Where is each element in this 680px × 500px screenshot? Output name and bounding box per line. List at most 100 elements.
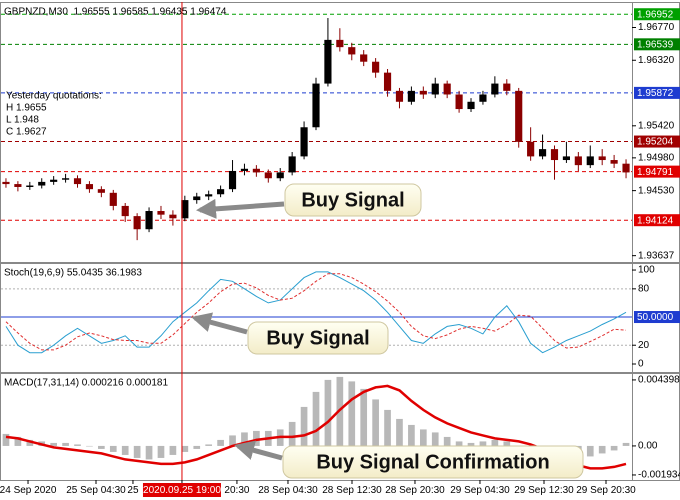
y-tick-label: 100: [638, 265, 655, 276]
candle-body: [85, 184, 94, 190]
candle-body: [133, 216, 141, 230]
x-tick-label: 24 Sep 2020: [0, 485, 57, 496]
callout-box: [247, 321, 389, 355]
candle-body: [157, 211, 165, 215]
candle-body: [109, 192, 117, 206]
candle-body: [372, 61, 380, 73]
histogram-bar: [193, 445, 201, 449]
y-tick-label: 0.00: [638, 441, 658, 452]
histogram-bar: [598, 445, 606, 454]
callout-box: [284, 183, 422, 217]
candle-body: [431, 83, 439, 95]
histogram-bar: [241, 432, 248, 446]
y-tick-label: -0.001934: [638, 470, 680, 481]
x-tick-label: 28 Sep 20:30: [385, 485, 445, 496]
histogram-bar: [133, 445, 141, 458]
candle-body: [360, 54, 368, 62]
candle-body: [562, 156, 570, 161]
level-box: [634, 165, 680, 178]
level-label: 1.96952: [637, 9, 674, 20]
candle-body: [26, 185, 34, 187]
callout-stoch: Buy Signal: [191, 312, 389, 355]
histogram-bar: [384, 409, 391, 446]
histogram-bar: [443, 436, 451, 446]
callout-main: Buy Signal: [196, 183, 422, 219]
candle-body: [443, 83, 451, 95]
candle-body: [503, 83, 511, 91]
arrow: [196, 198, 285, 219]
histogram-bar: [205, 444, 213, 446]
histogram-bar: [14, 436, 22, 446]
level-box: [634, 86, 680, 99]
indicator-line: [5, 384, 627, 470]
histogram-bar: [229, 435, 236, 446]
axis-panel: [632, 373, 680, 481]
histogram-bar: [169, 445, 177, 455]
candle-body: [419, 90, 427, 95]
candle-body: [324, 39, 332, 84]
candle-body: [38, 181, 46, 186]
callout-box: [282, 445, 584, 479]
histogram-bar: [491, 439, 499, 446]
candle-body: [622, 163, 630, 173]
arrow: [234, 440, 283, 461]
candle-body: [479, 94, 487, 102]
candle-body: [276, 172, 284, 179]
level-box: [634, 8, 680, 21]
candle-body: [62, 178, 70, 180]
histogram-bar: [253, 430, 260, 446]
y-tick-label: 1.96320: [638, 55, 675, 66]
y-tick-label: 1.94980: [638, 152, 675, 163]
candle-body: [348, 47, 356, 55]
candle-body: [97, 189, 105, 193]
y-tick-label: 20: [638, 340, 650, 351]
candle-body: [336, 39, 344, 48]
candle-body: [300, 127, 308, 157]
candle-body: [407, 90, 415, 102]
x-tick-label: 29 Sep 20:30: [576, 485, 636, 496]
histogram-bar: [348, 381, 356, 446]
histogram-bar: [622, 442, 630, 446]
x-tick-label: 29 Sep 12:30: [514, 485, 574, 496]
panel-title: Stoch(19,6,9) 55.0435 36.1983: [4, 268, 142, 279]
candle-body: [205, 194, 213, 197]
histogram-bar: [288, 421, 296, 446]
note: Yesterday quotations:: [6, 91, 102, 102]
level-label: 1.96539: [637, 39, 674, 50]
note: C 1.9627: [6, 127, 47, 138]
indicator-line: [5, 273, 627, 351]
candle-body: [181, 200, 189, 219]
histogram-bar: [300, 406, 308, 446]
level-label: 1.94791: [637, 167, 674, 178]
level-box: [634, 214, 680, 227]
histogram-bar: [312, 391, 320, 446]
histogram-bar: [419, 429, 427, 446]
candle-body: [538, 149, 547, 157]
histogram-bar: [324, 379, 332, 446]
note: L 1.948: [6, 115, 39, 126]
candle-body: [598, 156, 606, 161]
level-box: [634, 311, 680, 324]
histogram-bar: [217, 439, 224, 446]
candle-body: [121, 205, 129, 217]
histogram-bar: [74, 444, 81, 446]
histogram-bar: [145, 445, 153, 460]
histogram-bar: [2, 433, 10, 446]
histogram-bar: [50, 442, 57, 446]
y-tick-label: 1.95420: [638, 120, 675, 131]
candle-body: [383, 72, 392, 91]
y-tick-label: 0: [638, 359, 644, 370]
x-tick-label: 28 Sep 04:30: [258, 485, 318, 496]
histogram-bar: [396, 418, 403, 446]
level-label: 50.0000: [637, 312, 674, 323]
candle-body: [169, 214, 177, 219]
candle-body: [217, 189, 225, 195]
candle-body: [455, 94, 463, 110]
candle-body: [240, 168, 249, 171]
arrow: [191, 312, 248, 335]
level-box: [634, 38, 680, 51]
candle-body: [491, 83, 499, 95]
candle-body: [14, 184, 22, 187]
histogram-bar: [109, 445, 117, 452]
histogram-bar: [467, 442, 475, 446]
